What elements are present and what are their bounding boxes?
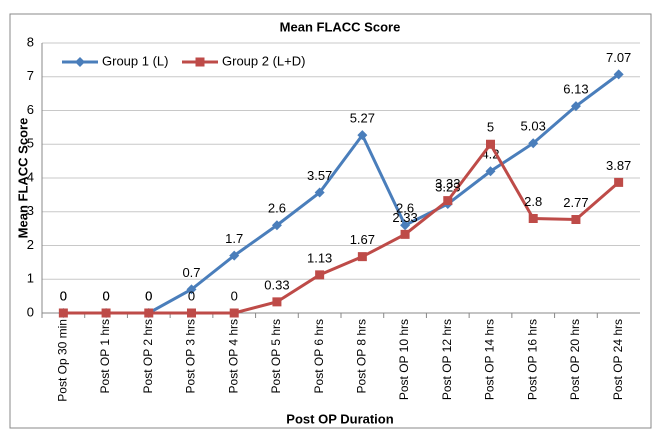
chart-frame: [9, 13, 652, 429]
data-label: 1.13: [307, 250, 332, 265]
data-label: 1.67: [350, 232, 375, 247]
data-label: 0: [60, 288, 67, 303]
x-tick-label: Post OP 2 hrs: [141, 319, 155, 393]
data-label: 3.33: [435, 176, 460, 191]
data-label: 0: [102, 288, 109, 303]
marker: [229, 250, 240, 261]
marker: [315, 270, 325, 280]
data-label: 2.33: [392, 210, 417, 225]
data-label: 0.33: [264, 277, 289, 292]
data-label: 2.8: [524, 194, 542, 209]
y-tick-label: 0: [27, 304, 34, 319]
x-tick-label: Post OP 6 hrs: [312, 319, 326, 393]
data-label: 5: [487, 120, 494, 135]
x-tick-label: Post OP 1 hrs: [98, 319, 112, 393]
marker: [58, 308, 68, 318]
marker: [528, 214, 538, 223]
y-tick-label: 7: [27, 68, 34, 83]
x-tick-label: Post OP 10 hrs: [397, 319, 411, 400]
x-tick-label: Post OP 14 hrs: [483, 319, 497, 400]
y-axis-label: Mean FLACC Score: [15, 118, 30, 239]
marker: [195, 57, 205, 67]
y-tick-label: 5: [27, 136, 34, 151]
data-label: 2.6: [268, 201, 286, 216]
marker: [443, 196, 453, 206]
data-label: 0: [188, 288, 195, 303]
marker: [271, 220, 282, 231]
data-label: 0: [60, 288, 67, 303]
x-tick-label: Post OP 16 hrs: [525, 319, 539, 400]
marker: [186, 284, 197, 295]
data-label: 5.27: [350, 111, 375, 126]
marker: [272, 297, 282, 307]
y-tick-label: 1: [27, 271, 34, 286]
data-label: 5.03: [521, 119, 546, 134]
data-label: 3.87: [606, 158, 631, 173]
marker: [485, 166, 496, 177]
data-label: 0: [145, 288, 152, 303]
x-tick-label: Post OP 20 hrs: [568, 319, 582, 400]
x-tick-label: Post OP 5 hrs: [269, 319, 283, 393]
x-tick-label: Post OP 12 hrs: [440, 319, 454, 400]
marker: [528, 138, 539, 149]
marker: [229, 308, 239, 318]
data-label: 0.7: [182, 265, 200, 280]
legend-label: Group 2 (L+D): [222, 53, 305, 68]
marker: [357, 130, 368, 141]
y-tick-label: 3: [27, 203, 34, 218]
y-tick-label: 6: [27, 102, 34, 117]
y-tick-label: 2: [27, 237, 34, 252]
data-label: 2.6: [396, 201, 414, 216]
x-tick-label: Post Op 30 min: [56, 319, 70, 402]
x-tick-label: Post OP 4 hrs: [226, 319, 240, 393]
x-tick-label: Post OP 3 hrs: [184, 319, 198, 393]
data-label: 0: [145, 288, 152, 303]
marker: [314, 187, 325, 198]
x-tick-label: Post OP 8 hrs: [355, 319, 369, 393]
data-label: 6.13: [563, 82, 588, 97]
x-axis-label: Post OP Duration: [286, 411, 393, 426]
marker: [400, 229, 410, 239]
marker: [75, 57, 85, 67]
data-label: 2.77: [563, 195, 588, 210]
x-tick-label: Post OP 24 hrs: [611, 319, 625, 400]
marker: [101, 308, 111, 318]
y-tick-label: 8: [27, 34, 34, 49]
data-label: 7.07: [606, 50, 631, 65]
marker: [400, 220, 411, 231]
marker: [357, 252, 367, 262]
marker: [613, 69, 624, 80]
marker: [571, 215, 581, 225]
series-line: [63, 141, 620, 315]
data-label: 0: [102, 288, 109, 303]
marker: [486, 139, 495, 149]
marker: [570, 101, 581, 112]
legend-label: Group 1 (L): [102, 53, 168, 68]
series-line: [63, 73, 620, 315]
y-tick-label: 4: [27, 169, 34, 184]
data-label: 1.7: [225, 231, 243, 246]
data-label: 3.57: [307, 168, 332, 183]
data-label: 0: [231, 288, 238, 303]
marker: [614, 177, 624, 187]
marker: [144, 308, 154, 318]
chart-title: Mean FLACC Score: [280, 19, 401, 34]
marker: [187, 308, 196, 318]
